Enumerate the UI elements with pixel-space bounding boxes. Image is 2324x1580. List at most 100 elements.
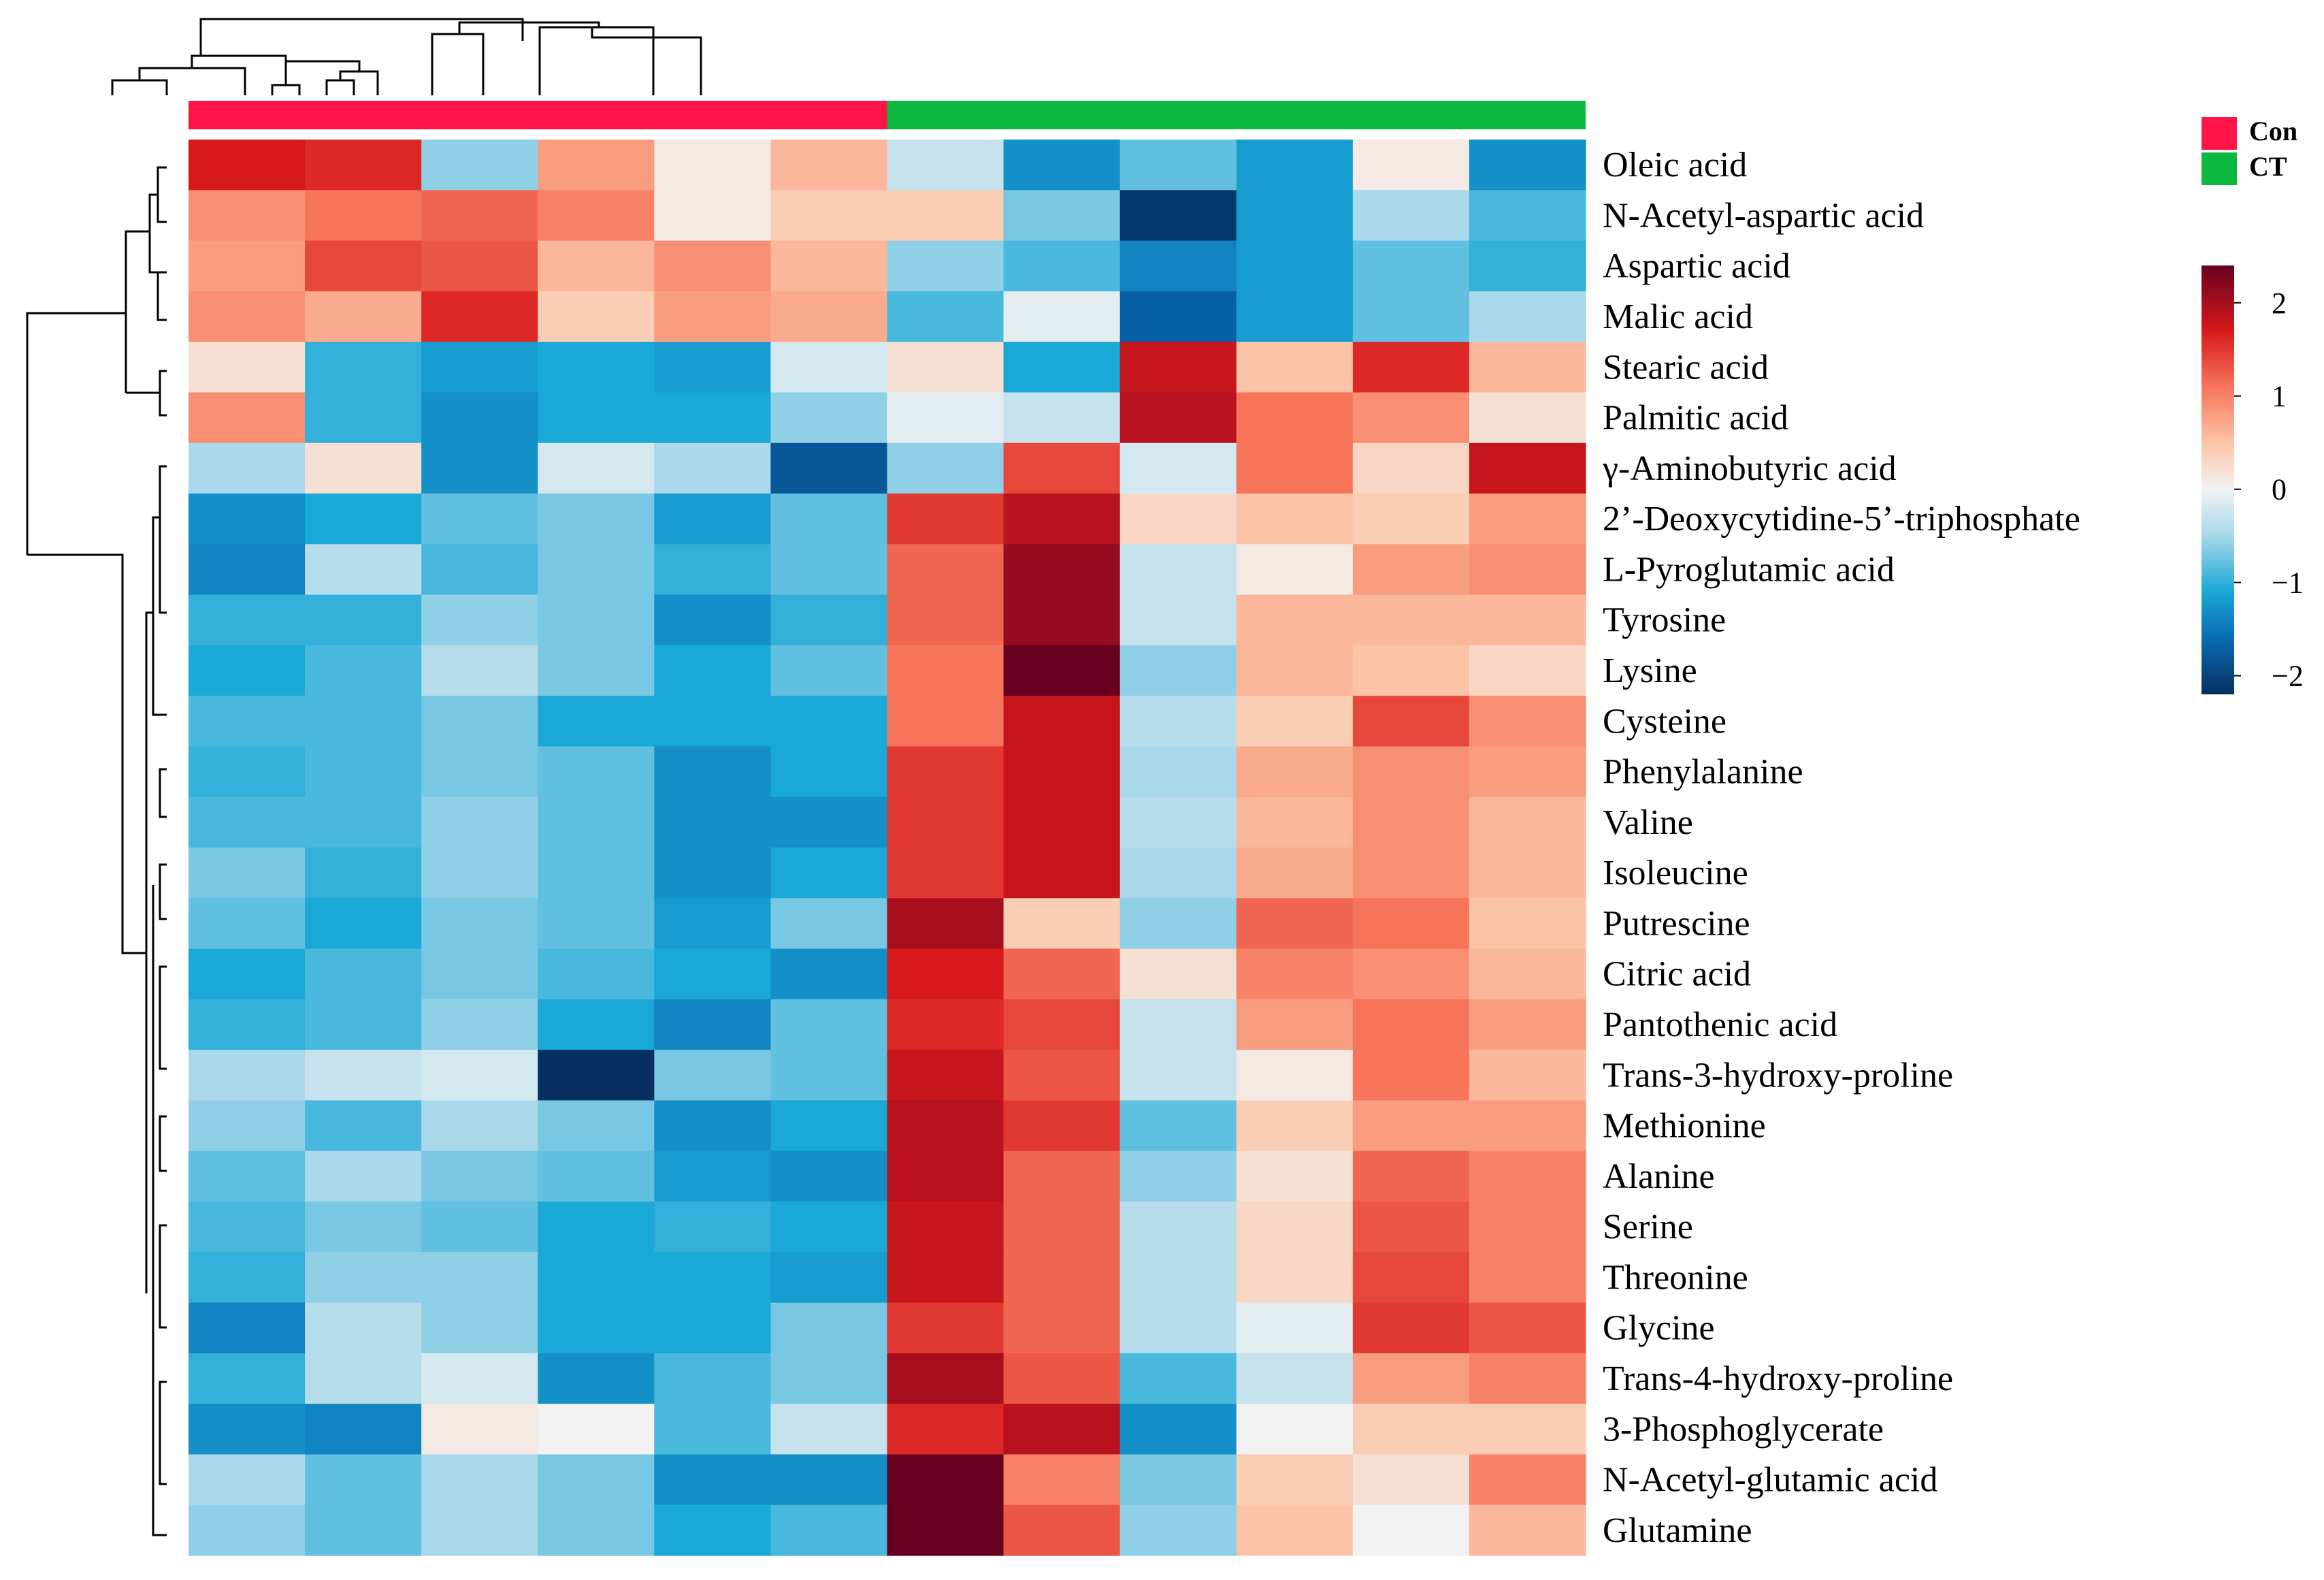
heatmap-cell [305, 544, 422, 596]
heatmap-cell [1352, 645, 1470, 696]
heatmap-cell [654, 240, 772, 292]
heatmap-cell [1236, 1100, 1354, 1152]
heatmap-cell [189, 494, 306, 545]
heatmap-cell [654, 1404, 772, 1455]
heatmap-cell [421, 1050, 538, 1101]
heatmap-cell [305, 948, 422, 1000]
heatmap-cell [1236, 190, 1354, 242]
row-label: Methionine [1603, 1107, 1766, 1146]
heatmap-cell [305, 594, 422, 646]
heatmap-cell [421, 746, 538, 798]
heatmap-cell [538, 645, 655, 696]
heatmap-cell [1003, 1150, 1121, 1202]
heatmap-cell [1003, 1302, 1121, 1354]
heatmap-cell [1236, 1504, 1354, 1556]
heatmap-cell [1469, 594, 1586, 646]
heatmap-cell [1119, 291, 1237, 342]
heatmap-cell [1119, 594, 1237, 646]
row-label: Glycine [1603, 1309, 1715, 1348]
heatmap-cell [1003, 1202, 1121, 1253]
heatmap-cell [1003, 1252, 1121, 1304]
heatmap-cell [538, 342, 655, 393]
heatmap-cell [1119, 190, 1237, 242]
heatmap-cell [189, 999, 306, 1050]
heatmap-cell [770, 1050, 888, 1101]
colorbar-tick-label: 1 [2272, 380, 2287, 413]
heatmap-cell [305, 1504, 422, 1556]
colorbar-gradient [2202, 265, 2234, 694]
heatmap-cell [1352, 1100, 1470, 1152]
heatmap-cell [887, 1150, 1004, 1202]
heatmap-cell [770, 1252, 888, 1304]
heatmap-cell [887, 1050, 1004, 1101]
heatmap-cell [1469, 392, 1586, 444]
heatmap-cell [1119, 240, 1237, 292]
heatmap-cell [538, 392, 655, 444]
heatmap-cell [538, 190, 655, 242]
heatmap-cell [1119, 1302, 1237, 1354]
heatmap-cell [1352, 342, 1470, 393]
heatmap-cell [1469, 1404, 1586, 1455]
heatmap-cell [770, 746, 888, 798]
row-label: Oleic acid [1603, 146, 1747, 184]
heatmap-cell [189, 796, 306, 848]
heatmap-cell [887, 1353, 1004, 1404]
heatmap-cell [1236, 1050, 1354, 1101]
heatmap-cell [189, 1454, 306, 1506]
heatmap-cell [654, 696, 772, 747]
heatmap-cell [1352, 1150, 1470, 1202]
row-label: 3-Phosphoglycerate [1603, 1410, 1884, 1449]
heatmap-cell [1119, 1202, 1237, 1253]
heatmap-cell [887, 696, 1004, 747]
heatmap-cell [538, 291, 655, 342]
heatmap-cell [1119, 746, 1237, 798]
heatmap-cell [887, 594, 1004, 646]
heatmap-cell [1119, 696, 1237, 747]
heatmap-cell [770, 1100, 888, 1152]
group-legend: Con CT [2202, 116, 2297, 185]
heatmap-cell [189, 948, 306, 1000]
column-dendrogram [111, 18, 702, 95]
heatmap-cell [538, 1302, 655, 1354]
heatmap-cell [1003, 1050, 1121, 1101]
heatmap-cell [887, 140, 1004, 191]
row-label: Cysteine [1603, 702, 1726, 741]
heatmap-cell [1352, 948, 1470, 1000]
heatmap-cell [1003, 746, 1121, 798]
heatmap-cell [887, 1100, 1004, 1152]
group-annotation-bar [189, 101, 1586, 129]
heatmap-cell [770, 1504, 888, 1556]
row-label: Pantothenic acid [1603, 1005, 1837, 1044]
colorbar-tick-label: 2 [2272, 287, 2287, 320]
heatmap-cell [1469, 1202, 1586, 1253]
heatmap-cell [887, 240, 1004, 292]
colorbar-tick-label: −2 [2272, 660, 2304, 693]
heatmap-cell [1003, 645, 1121, 696]
heatmap-cell [1236, 645, 1354, 696]
heatmap-cell [1003, 999, 1121, 1050]
heatmap-cell [1352, 1404, 1470, 1455]
colorbar-tick-label: −1 [2272, 566, 2304, 600]
heatmap-cell [654, 645, 772, 696]
heatmap-cell [189, 1202, 306, 1253]
heatmap-cell [421, 544, 538, 596]
heatmap-cell [654, 494, 772, 545]
heatmap-cell [887, 442, 1004, 494]
heatmap-cell [887, 494, 1004, 545]
heatmap-cell [654, 544, 772, 596]
heatmap-cell [1003, 392, 1121, 444]
heatmap-cell [770, 645, 888, 696]
heatmap-cell [538, 746, 655, 798]
heatmap-cell [538, 1404, 655, 1455]
row-label: Palmitic acid [1603, 399, 1788, 438]
heatmap-cell [1469, 645, 1586, 696]
heatmap-cell [1003, 240, 1121, 292]
heatmap-cell [1236, 848, 1354, 899]
heatmap-cell [887, 645, 1004, 696]
heatmap-cell [654, 746, 772, 798]
row-label: L-Pyroglutamic acid [1603, 550, 1895, 589]
row-label: Lysine [1603, 651, 1697, 690]
heatmap-cell [1003, 1353, 1121, 1404]
heatmap-cell [1236, 999, 1354, 1050]
heatmap-cell [189, 696, 306, 747]
